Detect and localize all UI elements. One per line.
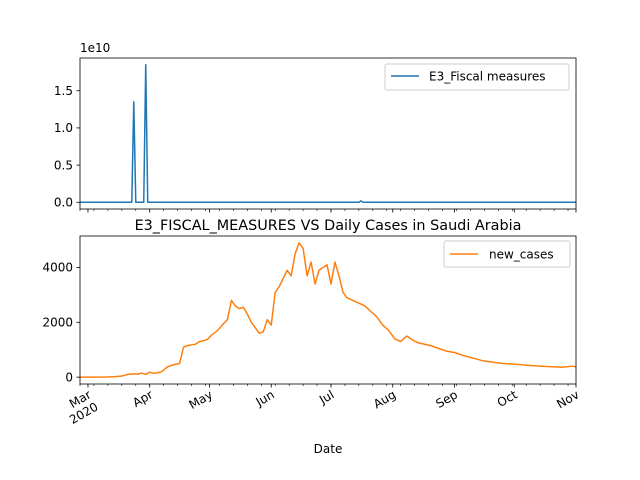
y-tick-label: 0.5 [54,158,73,172]
fiscal-series-group [80,63,576,204]
x-tick-label: Jul [316,387,336,407]
cases-y-ticks: 0 2000 4000 [42,261,80,384]
series-line-1-0 [80,242,577,378]
y-tick-label: 1.5 [54,84,73,98]
y-tick-label: 0.0 [54,196,73,210]
cases-legend-label: new_cases [489,248,554,262]
fiscal-x-ticks [79,209,577,213]
y-tick-label: 0 [65,370,73,384]
fiscal-measures-subplot: 0.0 0.5 1.0 1.5 1e10 E3_Fiscal measures [54,41,577,213]
fiscal-legend: E3_Fiscal measures [384,63,570,91]
fiscal-legend-label: E3_Fiscal measures [429,70,546,84]
y-tick-label: 4000 [42,261,73,275]
fiscal-plot-frame [79,57,577,210]
x-tick-label-line: Jul [316,387,336,407]
chart-title: E3_FISCAL_MEASURES VS Daily Cases in Sau… [135,218,522,234]
cases-series-group [80,242,577,378]
y-tick-label: 2000 [42,316,73,330]
cases-plot-frame [79,235,577,385]
fiscal-offset-label: 1e10 [80,41,110,55]
fiscal-legend-box [384,63,570,91]
x-axis-label: Date [314,442,343,456]
series-line-0-0 [80,63,576,204]
fiscal-y-ticks: 0.0 0.5 1.0 1.5 [54,84,80,210]
y-tick-label: 1.0 [54,121,73,135]
cases-legend: new_cases [443,240,571,268]
cases-legend-box [443,240,571,268]
